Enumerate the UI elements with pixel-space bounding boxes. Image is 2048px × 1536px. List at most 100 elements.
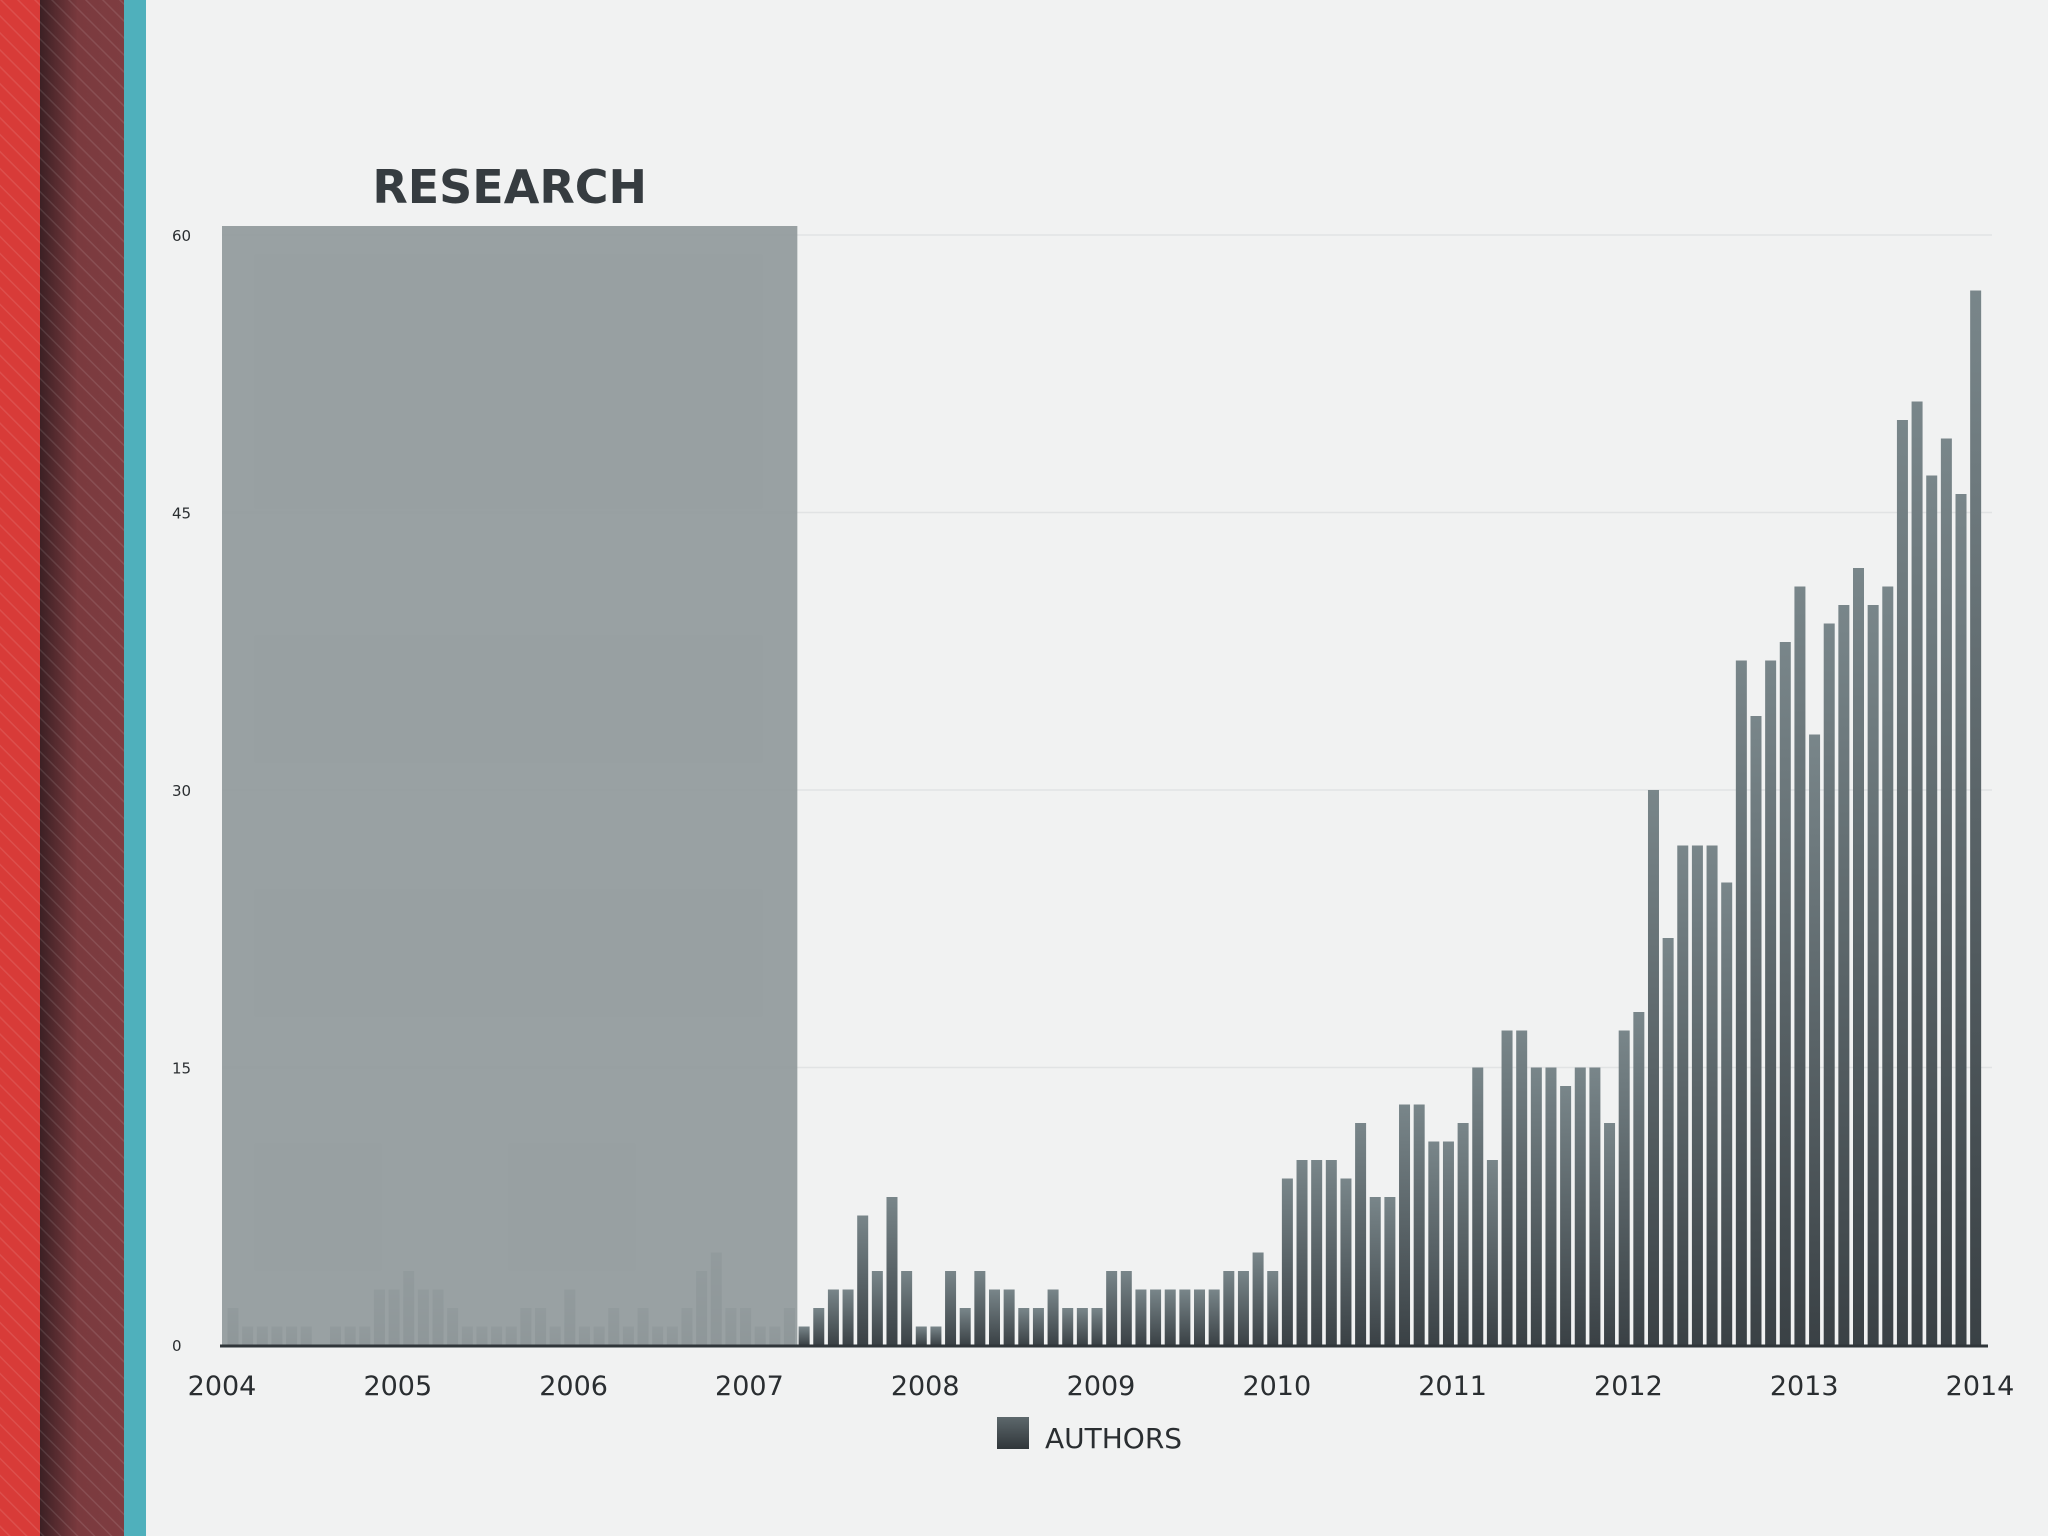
bar xyxy=(1501,1030,1513,1345)
bar xyxy=(1062,1308,1074,1345)
y-axis-ticks: 0 15 30 45 60 xyxy=(172,227,191,1355)
legend: AUTHORS xyxy=(997,1417,1182,1455)
bar xyxy=(1428,1141,1440,1345)
bar xyxy=(1003,1289,1015,1345)
x-tick-label: 2005 xyxy=(363,1371,432,1402)
x-tick-label: 2008 xyxy=(891,1371,960,1402)
legend-swatch-authors xyxy=(997,1417,1029,1449)
bar xyxy=(798,1326,810,1345)
x-tick-label: 2012 xyxy=(1594,1371,1663,1402)
bar xyxy=(1194,1289,1206,1345)
bar xyxy=(1691,845,1703,1345)
bar xyxy=(988,1289,1000,1345)
bar xyxy=(1399,1104,1411,1345)
bar xyxy=(1237,1271,1249,1345)
bar xyxy=(1530,1067,1542,1345)
bar xyxy=(827,1289,839,1345)
bar xyxy=(1267,1271,1279,1345)
bar xyxy=(1120,1271,1132,1345)
y-tick-label: 15 xyxy=(172,1060,191,1078)
y-tick-label: 0 xyxy=(172,1337,182,1355)
bar xyxy=(1735,660,1747,1345)
decorative-side-stripes xyxy=(0,0,146,1536)
bar xyxy=(1589,1067,1601,1345)
bar xyxy=(857,1215,869,1345)
bar xyxy=(1970,290,1982,1345)
bar xyxy=(1721,882,1733,1345)
bar xyxy=(1457,1123,1469,1345)
x-tick-label: 2006 xyxy=(539,1371,608,1402)
x-tick-label: 2004 xyxy=(188,1371,257,1402)
bar xyxy=(959,1308,971,1345)
x-tick-label: 2010 xyxy=(1242,1371,1311,1402)
bar xyxy=(1750,716,1762,1345)
bar xyxy=(1472,1067,1484,1345)
bar xyxy=(1706,845,1718,1345)
chart-title: RESEARCH xyxy=(372,160,647,214)
bar xyxy=(915,1326,927,1345)
bar xyxy=(1047,1289,1059,1345)
teal-stripe xyxy=(124,0,146,1536)
legend-label-authors: AUTHORS xyxy=(1045,1422,1182,1455)
bar xyxy=(1926,475,1938,1345)
bar xyxy=(901,1271,913,1345)
x-tick-label: 2013 xyxy=(1770,1371,1839,1402)
bar xyxy=(1882,586,1894,1345)
bar xyxy=(1018,1308,1030,1345)
bar xyxy=(1852,568,1864,1345)
bar xyxy=(842,1289,854,1345)
bar xyxy=(1486,1160,1498,1345)
bar xyxy=(1794,586,1806,1345)
bar xyxy=(1252,1252,1264,1345)
research-highlight-region xyxy=(222,226,798,1347)
bar xyxy=(1164,1289,1176,1345)
bar xyxy=(1091,1308,1103,1345)
bar xyxy=(1076,1308,1088,1345)
bar xyxy=(1867,605,1879,1345)
x-axis-ticks: 2004 2005 2006 2007 2008 2009 2010 2011 2012 2013… xyxy=(188,1371,2015,1402)
bar xyxy=(1179,1289,1191,1345)
bar xyxy=(1955,494,1967,1345)
x-tick-label: 2009 xyxy=(1067,1371,1136,1402)
bar xyxy=(945,1271,957,1345)
x-tick-label: 2011 xyxy=(1418,1371,1487,1402)
bar xyxy=(1838,605,1850,1345)
bar xyxy=(1208,1289,1220,1345)
bar xyxy=(1545,1067,1557,1345)
bar xyxy=(871,1271,883,1345)
bar xyxy=(1560,1086,1572,1345)
bar xyxy=(813,1308,825,1345)
bar xyxy=(974,1271,986,1345)
bar xyxy=(930,1326,942,1345)
y-tick-label: 60 xyxy=(172,227,191,245)
bar xyxy=(1413,1104,1425,1345)
bar xyxy=(1633,1012,1645,1345)
bar xyxy=(1823,623,1835,1345)
bar xyxy=(1355,1123,1367,1345)
bar xyxy=(1765,660,1777,1345)
bar xyxy=(1135,1289,1147,1345)
bar xyxy=(1369,1197,1381,1345)
bar xyxy=(1618,1030,1630,1345)
bar xyxy=(1647,790,1659,1345)
bar xyxy=(1911,401,1923,1345)
bar xyxy=(1296,1160,1308,1345)
y-tick-label: 45 xyxy=(172,505,191,523)
bar xyxy=(886,1197,898,1345)
bar xyxy=(1442,1141,1454,1345)
bar xyxy=(1662,938,1674,1345)
bar xyxy=(1516,1030,1528,1345)
bar xyxy=(1223,1271,1235,1345)
bar xyxy=(1106,1271,1118,1345)
x-tick-label: 2014 xyxy=(1946,1371,2015,1402)
bar xyxy=(1604,1123,1616,1345)
bar xyxy=(1150,1289,1162,1345)
bar xyxy=(1896,420,1908,1345)
bar xyxy=(1677,845,1689,1345)
x-tick-label: 2007 xyxy=(715,1371,784,1402)
bar xyxy=(1311,1160,1323,1345)
bar xyxy=(1340,1178,1352,1345)
bar xyxy=(1032,1308,1044,1345)
y-tick-label: 30 xyxy=(172,782,191,800)
